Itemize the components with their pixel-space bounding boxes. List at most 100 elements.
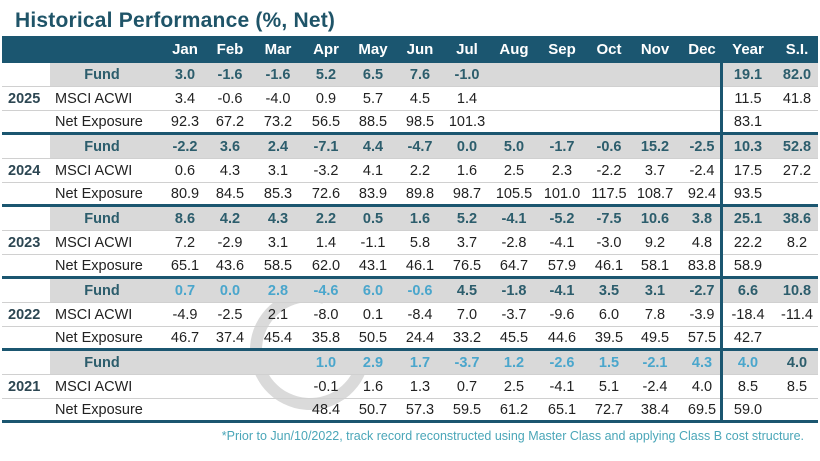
value-cell: 2.4 xyxy=(267,138,289,155)
value-cell: 7.6 xyxy=(409,66,431,83)
value-cell: 1.6 xyxy=(456,162,478,179)
row-label: Net Exposure xyxy=(55,185,143,202)
value-cell: 0.7 xyxy=(456,378,478,395)
column-header: Nov xyxy=(640,41,670,58)
value-cell: -2.5 xyxy=(689,138,715,155)
value-cell: 4.3 xyxy=(267,210,289,227)
value-cell: -2.6 xyxy=(549,354,575,371)
value-cell: 64.7 xyxy=(499,257,529,274)
value-cell: -4.9 xyxy=(172,306,198,323)
row-label: Fund xyxy=(84,282,120,299)
value-cell: 11.5 xyxy=(734,90,762,107)
value-cell: -1.6 xyxy=(217,66,243,83)
value-cell: 46.7 xyxy=(170,329,200,346)
value-cell: 41.8 xyxy=(782,90,812,107)
value-cell: 108.7 xyxy=(636,185,674,202)
row-label: Fund xyxy=(84,354,120,371)
value-cell: -2.4 xyxy=(642,378,668,395)
value-cell: 4.4 xyxy=(362,138,384,155)
value-cell: 76.5 xyxy=(452,257,482,274)
value-cell: 65.1 xyxy=(547,401,577,418)
value-cell: 38.6 xyxy=(782,210,812,227)
value-cell: 4.5 xyxy=(409,90,431,107)
year-label: 2022 xyxy=(8,306,41,323)
value-cell: 7.8 xyxy=(644,306,666,323)
value-cell: 45.4 xyxy=(263,329,293,346)
value-cell: 57.9 xyxy=(547,257,577,274)
value-cell: -2.2 xyxy=(172,138,198,155)
value-cell: 43.1 xyxy=(358,257,388,274)
table-row: Net Exposure 80.9 84.5 85.3 72.6 83.9 89.8 98.7… xyxy=(2,183,818,207)
value-cell: 10.3 xyxy=(733,138,763,155)
value-cell: 6.0 xyxy=(598,306,620,323)
value-cell: 24.4 xyxy=(405,329,435,346)
value-cell: -8.4 xyxy=(407,306,433,323)
value-cell: -1.6 xyxy=(265,66,291,83)
value-cell: 6.5 xyxy=(362,66,384,83)
value-cell: 3.5 xyxy=(598,282,620,299)
column-header: Sep xyxy=(548,41,576,58)
value-cell: -2.1 xyxy=(642,354,668,371)
value-cell: -3.7 xyxy=(454,354,480,371)
value-cell: 58.1 xyxy=(640,257,670,274)
value-cell: -5.2 xyxy=(549,210,575,227)
year-column-divider xyxy=(720,36,723,423)
value-cell: 5.8 xyxy=(409,234,431,251)
value-cell: 0.9 xyxy=(315,90,337,107)
value-cell: 1.7 xyxy=(409,354,431,371)
value-cell: -4.1 xyxy=(549,378,575,395)
value-cell: 2.1 xyxy=(267,306,289,323)
value-cell: 59.0 xyxy=(733,401,763,418)
value-cell: 72.7 xyxy=(594,401,624,418)
row-label: MSCI ACWI xyxy=(55,378,133,395)
row-label: Fund xyxy=(84,210,120,227)
value-cell: -0.6 xyxy=(217,90,243,107)
table-row: Fund 8.6 4.2 4.3 2.2 0.5 1.6 5.2 -4.1 -5.2 -7.5 10.… xyxy=(2,207,818,231)
value-cell: -4.6 xyxy=(313,282,339,299)
value-cell: 59.5 xyxy=(452,401,482,418)
value-cell: 4.3 xyxy=(691,354,713,371)
value-cell: 5.0 xyxy=(503,138,525,155)
value-cell: 84.5 xyxy=(215,185,245,202)
row-label: Net Exposure xyxy=(55,257,143,274)
value-cell: -11.4 xyxy=(781,306,813,323)
value-cell: 4.0 xyxy=(691,378,713,395)
value-cell: 83.1 xyxy=(733,113,763,130)
value-cell: 2.5 xyxy=(503,162,525,179)
value-cell: 4.1 xyxy=(362,162,384,179)
value-cell: 0.5 xyxy=(362,210,384,227)
value-cell: -4.1 xyxy=(549,282,575,299)
value-cell: 38.4 xyxy=(640,401,670,418)
value-cell: 105.5 xyxy=(495,185,533,202)
row-label: Fund xyxy=(84,66,120,83)
value-cell: -3.0 xyxy=(596,234,622,251)
value-cell: 73.2 xyxy=(263,113,293,130)
value-cell: 72.6 xyxy=(311,185,341,202)
year-label: 2021 xyxy=(8,378,41,395)
value-cell: 9.2 xyxy=(644,234,666,251)
value-cell: 3.0 xyxy=(174,66,196,83)
value-cell: 48.4 xyxy=(311,401,341,418)
value-cell: 15.2 xyxy=(640,138,670,155)
value-cell: 3.1 xyxy=(644,282,666,299)
value-cell: 27.2 xyxy=(782,162,812,179)
value-cell: 67.2 xyxy=(215,113,245,130)
value-cell: -2.9 xyxy=(217,234,243,251)
value-cell: 1.6 xyxy=(362,378,384,395)
value-cell: 1.5 xyxy=(598,354,620,371)
value-cell: 82.0 xyxy=(782,66,812,83)
value-cell: 10.8 xyxy=(782,282,812,299)
value-cell: 1.4 xyxy=(456,90,478,107)
value-cell: 46.1 xyxy=(594,257,624,274)
row-label: MSCI ACWI xyxy=(55,162,133,179)
value-cell: 4.8 xyxy=(691,234,713,251)
table-row: Fund -2.2 3.6 2.4 -7.1 4.4 -4.7 0.0 5.0 -1.7 -0.6 1… xyxy=(2,135,818,159)
value-cell: 58.9 xyxy=(733,257,763,274)
value-cell: 4.2 xyxy=(219,210,241,227)
value-cell: 0.7 xyxy=(174,282,196,299)
column-header: Year xyxy=(732,41,764,58)
value-cell: 69.5 xyxy=(687,401,717,418)
value-cell: 4.0 xyxy=(786,354,808,371)
value-cell: 3.7 xyxy=(644,162,666,179)
value-cell: -0.1 xyxy=(313,378,339,395)
